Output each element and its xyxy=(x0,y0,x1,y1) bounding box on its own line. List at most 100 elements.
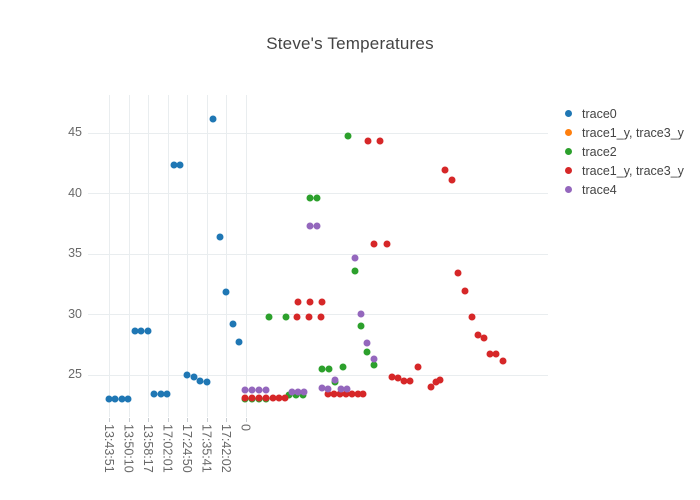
data-point xyxy=(468,313,476,320)
data-point xyxy=(170,161,178,169)
data-point xyxy=(388,373,396,381)
x-tick-label: 17:02:01 xyxy=(160,424,175,473)
data-point xyxy=(150,390,158,398)
data-point xyxy=(209,115,217,123)
data-point xyxy=(436,376,444,383)
legend-item[interactable]: trace1_y, trace3_y xyxy=(561,161,684,180)
data-point xyxy=(324,390,332,398)
data-point xyxy=(448,176,456,184)
data-point xyxy=(282,313,290,320)
y-tick-label: 40 xyxy=(68,185,82,200)
data-point xyxy=(364,137,372,145)
data-point xyxy=(306,298,314,306)
gridline-vertical xyxy=(109,95,110,417)
data-point xyxy=(427,383,435,391)
legend-item-label: trace1_y, trace3_y xyxy=(582,125,684,140)
legend-item-label: trace1_y, trace3_y xyxy=(582,163,684,178)
data-point xyxy=(241,394,249,402)
data-point xyxy=(255,386,263,394)
data-point xyxy=(344,132,352,140)
data-point xyxy=(216,233,224,241)
data-point xyxy=(196,377,204,385)
data-point xyxy=(363,339,371,347)
data-point xyxy=(163,390,171,398)
data-point xyxy=(281,394,288,402)
data-point xyxy=(203,378,211,386)
data-point xyxy=(317,313,325,320)
plot-area[interactable] xyxy=(88,95,548,417)
y-tick-label: 30 xyxy=(68,306,82,321)
data-point xyxy=(255,394,263,402)
gridline-vertical xyxy=(167,95,169,417)
data-point xyxy=(339,363,347,371)
x-tick-label: 0 xyxy=(238,424,253,431)
data-point xyxy=(235,338,243,346)
gridline-vertical xyxy=(148,95,149,417)
x-tick-mark xyxy=(245,418,247,422)
gridline-vertical xyxy=(226,95,227,417)
x-tick-label: 13:58:17 xyxy=(141,424,155,473)
data-point xyxy=(144,327,152,335)
data-point xyxy=(294,298,302,306)
data-point xyxy=(370,361,378,369)
data-point xyxy=(432,378,440,386)
data-point xyxy=(359,390,367,398)
legend-item[interactable]: trace0 xyxy=(561,104,684,123)
data-point xyxy=(305,313,313,320)
data-point xyxy=(262,386,270,394)
x-tick-mark xyxy=(167,418,169,422)
gridline-horizontal xyxy=(88,132,548,134)
data-point xyxy=(157,390,165,398)
data-point xyxy=(357,322,365,330)
data-point xyxy=(406,377,414,385)
data-point xyxy=(300,388,308,396)
data-point xyxy=(288,388,296,396)
gridline-vertical xyxy=(245,95,247,417)
x-tick-label: 13:43:51 xyxy=(102,424,116,473)
x-tick-mark xyxy=(226,418,227,422)
data-point xyxy=(492,350,500,358)
gridline-horizontal xyxy=(88,193,548,195)
legend-marker-icon xyxy=(565,167,572,174)
gridline-horizontal xyxy=(88,374,548,376)
legend-item[interactable]: trace1_y, trace3_y xyxy=(561,123,684,142)
chart-title: Steve's Temperatures xyxy=(266,34,434,53)
data-point xyxy=(313,222,321,230)
data-point xyxy=(354,390,362,398)
data-point xyxy=(241,386,249,394)
data-point xyxy=(229,320,237,328)
legend-marker-icon xyxy=(565,186,572,193)
data-point xyxy=(318,298,326,306)
data-point xyxy=(325,365,333,373)
data-point xyxy=(262,394,270,402)
data-point xyxy=(265,313,273,320)
data-point xyxy=(190,373,197,381)
x-tick-mark xyxy=(128,418,130,422)
data-point xyxy=(275,394,282,402)
data-point xyxy=(370,240,378,248)
data-point xyxy=(499,357,507,365)
data-point xyxy=(137,327,145,335)
legend-item-label: trace0 xyxy=(582,106,617,121)
legend-item-label: trace4 xyxy=(582,182,617,197)
data-point xyxy=(336,390,344,398)
x-tick-mark xyxy=(187,418,188,422)
data-point xyxy=(351,267,359,274)
data-point xyxy=(370,355,378,363)
legend-item[interactable]: trace4 xyxy=(561,180,684,199)
data-point xyxy=(124,395,132,403)
data-point xyxy=(480,334,488,342)
data-point xyxy=(330,390,338,398)
x-tick-label: 17:42:02 xyxy=(219,424,233,473)
data-point xyxy=(248,386,256,394)
legend-item-label: trace2 xyxy=(582,144,617,159)
data-point xyxy=(318,365,326,373)
legend-item[interactable]: trace2 xyxy=(561,142,684,161)
data-point xyxy=(486,350,494,358)
x-tick-label: 17:24:50 xyxy=(180,424,194,473)
data-point xyxy=(294,388,302,396)
data-point xyxy=(376,137,384,145)
data-point xyxy=(183,371,191,379)
data-point xyxy=(343,385,351,393)
